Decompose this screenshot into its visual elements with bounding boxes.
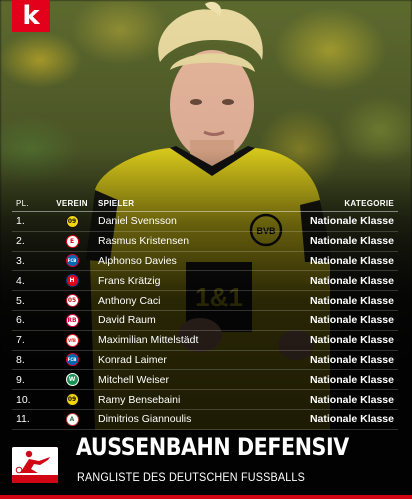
- row-club: 05: [52, 294, 92, 308]
- augsburg-crest-icon: A: [65, 412, 79, 426]
- row-rank: 2.: [16, 235, 25, 248]
- row-category: Nationale Klasse: [309, 353, 394, 366]
- row-club: H: [52, 274, 92, 288]
- table-row: 6. RB David Raum Nationale Klasse: [12, 311, 398, 331]
- ranking-table: PL. VEREIN SPIELER KATEGORIE 1. 09 Daniel …: [12, 195, 398, 430]
- table-row: 4. H Frans Krätzig Nationale Klasse: [12, 271, 398, 292]
- table-row: 10. 09 Ramy Bensebaini Nationale Klasse: [12, 390, 398, 410]
- row-category: Nationale Klasse: [309, 413, 394, 426]
- row-player-name: Maximilian Mittelstädt: [98, 334, 199, 347]
- row-rank: 4.: [16, 274, 25, 287]
- row-player-name: Alphonso Davies: [98, 254, 177, 267]
- row-club: FCB: [52, 353, 92, 367]
- row-category: Nationale Klasse: [309, 314, 394, 327]
- row-rank: 8.: [16, 353, 25, 366]
- table-row: 11. A Dimitrios Giannoulis Nationale Klasse: [12, 410, 398, 430]
- row-club: VfB: [52, 333, 92, 347]
- kicker-logo[interactable]: k: [12, 0, 50, 32]
- row-player-name: Mitchell Weiser: [98, 373, 169, 386]
- table-row: 1. 09 Daniel Svensson Nationale Klasse: [12, 212, 398, 232]
- row-category: Nationale Klasse: [309, 294, 394, 307]
- row-player-name: Ramy Bensebaini: [98, 393, 181, 406]
- kicker-logo-letter: k: [22, 1, 40, 31]
- table-row: 8. FCB Konrad Laimer Nationale Klasse: [12, 351, 398, 371]
- table-row: 3. FCB Alphonso Davies Nationale Klasse: [12, 252, 398, 272]
- row-player-name: David Raum: [98, 314, 156, 327]
- row-rank: 5.: [16, 294, 25, 307]
- page-title: AUSSENBAHN DEFENSIV: [76, 433, 349, 461]
- row-category: Nationale Klasse: [309, 254, 394, 267]
- row-category: Nationale Klasse: [309, 215, 394, 228]
- dortmund-crest-icon: 09: [65, 214, 79, 228]
- bayern-crest-icon: FCB: [65, 254, 79, 268]
- row-rank: 6.: [16, 314, 25, 327]
- page-subtitle: RANGLISTE DES DEUTSCHEN FUSSBALLS: [77, 470, 305, 484]
- row-category: Nationale Klasse: [309, 334, 394, 347]
- dortmund-crest-icon: 09: [65, 393, 79, 407]
- table-row: 2. E Rasmus Kristensen Nationale Klasse: [12, 232, 398, 252]
- stuttgart-crest-icon: VfB: [65, 333, 79, 347]
- header-category: KATEGORIE: [344, 198, 394, 208]
- header-rank: PL.: [16, 198, 29, 208]
- row-club: 09: [52, 393, 92, 407]
- header-club: VEREIN: [56, 198, 88, 208]
- mainz-crest-icon: 05: [65, 294, 79, 308]
- footer: AUSSENBAHN DEFENSIV RANGLISTE DES DEUTSC…: [0, 425, 412, 499]
- row-club: A: [52, 412, 92, 426]
- accent-bar: [0, 495, 412, 499]
- row-rank: 10.: [16, 393, 31, 406]
- row-rank: 7.: [16, 334, 25, 347]
- row-player-name: Dimitrios Giannoulis: [98, 413, 192, 426]
- leipzig-crest-icon: RB: [65, 313, 79, 327]
- bayern-crest-icon: FCB: [65, 353, 79, 367]
- row-category: Nationale Klasse: [309, 235, 394, 248]
- row-player-name: Daniel Svensson: [98, 215, 177, 228]
- row-club: W: [52, 373, 92, 387]
- table-row: 9. W Mitchell Weiser Nationale Klasse: [12, 370, 398, 391]
- bremen-crest-icon: W: [65, 373, 79, 387]
- row-club: E: [52, 234, 92, 248]
- row-club: 09: [52, 214, 92, 228]
- row-rank: 9.: [16, 373, 25, 386]
- table-row: 5. 05 Anthony Caci Nationale Klasse: [12, 291, 398, 311]
- row-category: Nationale Klasse: [309, 373, 394, 386]
- row-rank: 11.: [16, 413, 30, 426]
- bundesliga-logo: [12, 447, 58, 483]
- row-category: Nationale Klasse: [309, 274, 394, 287]
- table-row: 7. VfB Maximilian Mittelstädt Nationale Kla…: [12, 331, 398, 351]
- row-club: RB: [52, 313, 92, 327]
- row-player-name: Konrad Laimer: [98, 353, 167, 366]
- frankfurt-crest-icon: E: [65, 234, 79, 248]
- table-header: PL. VEREIN SPIELER KATEGORIE: [12, 195, 398, 212]
- header-player: SPIELER: [98, 198, 135, 208]
- row-rank: 1.: [16, 215, 25, 228]
- row-player-name: Frans Krätzig: [98, 274, 161, 287]
- row-rank: 3.: [16, 254, 25, 267]
- row-category: Nationale Klasse: [309, 393, 394, 406]
- row-player-name: Anthony Caci: [98, 294, 161, 307]
- heidenheim-crest-icon: H: [65, 274, 79, 288]
- row-player-name: Rasmus Kristensen: [98, 235, 190, 248]
- row-club: FCB: [52, 254, 92, 268]
